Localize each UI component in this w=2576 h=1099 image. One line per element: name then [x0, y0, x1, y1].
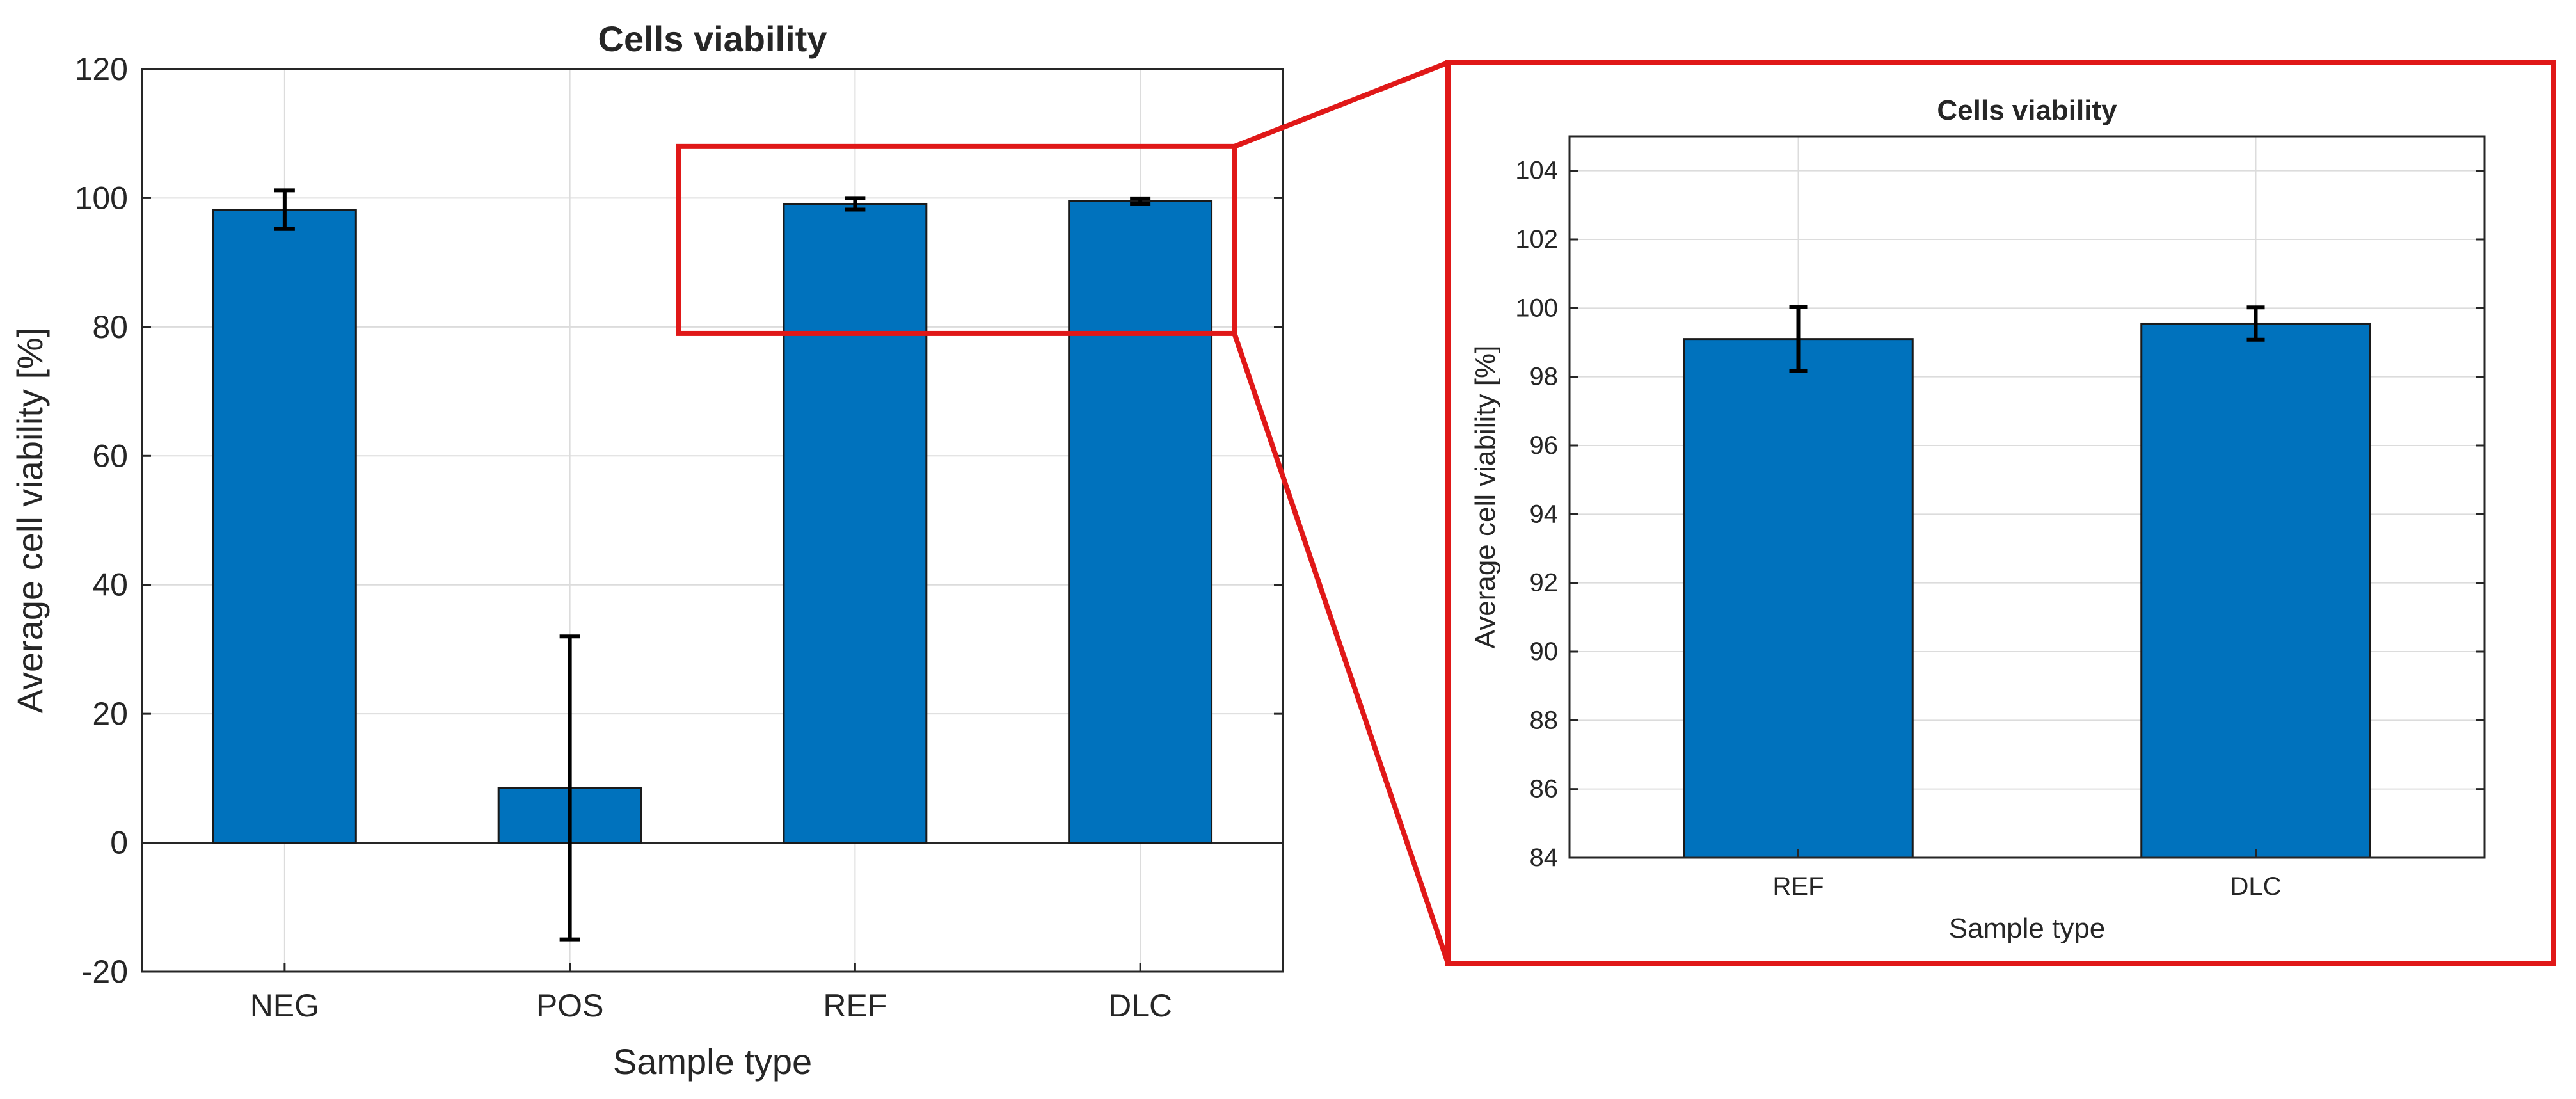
- main-chart-title: Cells viability: [598, 19, 827, 59]
- zoom-bar-ref: [1683, 338, 1914, 859]
- zoom-x-axis-label: Sample type: [1949, 913, 2106, 944]
- zoom-y-tick-label: 90: [1530, 638, 1559, 666]
- zoom-y-tick-label: 100: [1515, 294, 1558, 322]
- main-x-tick-label: REF: [823, 988, 887, 1023]
- main-y-tick-label: 40: [92, 567, 128, 603]
- main-y-tick-label: -20: [82, 954, 128, 990]
- main-bars: [212, 200, 1213, 844]
- zoom-y-tick-label: 98: [1530, 363, 1559, 391]
- zoom-y-tick-label: 94: [1530, 500, 1559, 528]
- main-bar-dlc: [1068, 200, 1213, 844]
- highlight-rectangle: [676, 143, 1237, 336]
- main-y-tick-label: 80: [92, 309, 128, 345]
- main-x-tick-label: NEG: [250, 988, 319, 1023]
- main-y-tick-label: 0: [110, 825, 128, 861]
- zoom-chart-title: Cells viability: [1937, 95, 2117, 126]
- main-errors: [274, 188, 1151, 942]
- zoom-x-tick-label: REF: [1773, 872, 1824, 901]
- zoom-tick-labels: 84 86 88 90 92 94 96 98 100 102 104 REF DLC: [1515, 157, 2485, 901]
- main-y-tick-label: 100: [75, 180, 128, 216]
- main-bar-ref: [783, 202, 928, 844]
- main-bar-neg: [212, 209, 357, 844]
- connector-line-bottom: [1232, 332, 1451, 965]
- main-y-tick-label: 20: [92, 696, 128, 732]
- zoom-bar-dlc: [2140, 322, 2371, 859]
- main-chart: -20 0 20 40 60 80 100 120 NEG POS REF DLC Cells via…: [10, 19, 1284, 1082]
- main-tick-labels: -20 0 20 40 60 80 100 120 NEG POS REF DLC: [75, 51, 1283, 1023]
- main-x-tick-label: DLC: [1108, 988, 1172, 1023]
- zoom-y-tick-label: 84: [1530, 844, 1559, 872]
- main-y-axis-label: Average cell viability [%]: [10, 328, 50, 714]
- zoom-callout: [676, 60, 2556, 966]
- main-y-tick-label: 120: [75, 51, 128, 87]
- main-x-tick-label: POS: [536, 988, 604, 1023]
- main-axes-box: [141, 68, 1284, 973]
- main-y-tick-label: 60: [92, 438, 128, 474]
- zoom-y-tick-label: 104: [1515, 157, 1558, 185]
- connector-line-top: [1233, 60, 1449, 149]
- zoom-y-tick-label: 102: [1515, 225, 1558, 253]
- main-x-axis-label: Sample type: [613, 1041, 812, 1082]
- zoom-bars: [1683, 322, 2371, 859]
- zoom-y-tick-label: 86: [1530, 775, 1559, 803]
- zoom-axes-box: [1568, 135, 2486, 859]
- zoom-errors: [1789, 305, 2265, 373]
- zoom-y-axis-label: Average cell viability [%]: [1470, 346, 1501, 649]
- zoom-frame: [1445, 60, 2556, 966]
- zoom-y-tick-label: 88: [1530, 706, 1559, 734]
- zoom-y-tick-label: 92: [1530, 569, 1559, 597]
- zoom-x-tick-label: DLC: [2230, 872, 2281, 901]
- zoom-chart: 84 86 88 90 92 94 96 98 100 102 104 REF DLC Cells vi…: [1470, 95, 2486, 944]
- zoom-y-tick-label: 96: [1530, 431, 1559, 460]
